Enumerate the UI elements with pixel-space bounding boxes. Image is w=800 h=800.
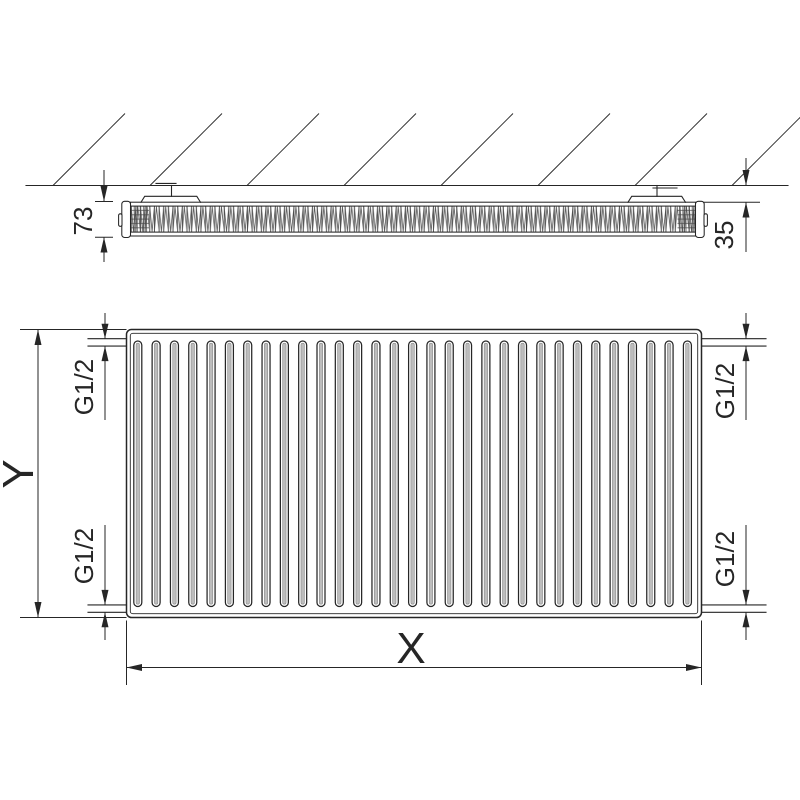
dimension-width-X: X (126, 620, 702, 685)
channel-shading (520, 342, 525, 605)
dimension-connection-bottom-left: G1/2 (69, 525, 109, 640)
stub-top-right (700, 338, 767, 347)
channel-shading (483, 342, 488, 605)
channel-shading (209, 342, 214, 605)
connection-size-label-bottom-left: G1/2 (69, 528, 99, 584)
stub-bottom-left (87, 604, 128, 613)
wall-hatch-line (246, 113, 320, 186)
channel-shading (502, 342, 507, 605)
channel-shading (355, 342, 360, 605)
channel-shading (630, 342, 635, 605)
channel-shading (410, 342, 415, 605)
stub-bottom-right (700, 604, 767, 613)
wall-bracket-left (140, 182, 202, 204)
dim-wall-distance-label: 35 (709, 221, 739, 250)
end-cap-left (121, 200, 132, 239)
wall-hatch-line (537, 113, 611, 186)
channel-shading (300, 342, 305, 605)
channel-shading (135, 342, 140, 605)
dimension-connection-top-right: G1/2 (710, 313, 750, 420)
dimension-connection-bottom-right: G1/2 (710, 525, 750, 640)
dim-depth-label: 73 (68, 207, 98, 236)
channel-shading (154, 342, 159, 605)
radiator-outline-inner (129, 332, 699, 615)
channel-shading (282, 342, 287, 605)
channel-shading (465, 342, 470, 605)
wall-hatch-line (149, 113, 223, 186)
wall-hatching (52, 113, 800, 186)
end-cap-right (694, 200, 705, 239)
connection-boss-right (703, 213, 708, 227)
wall-bracket-right (627, 184, 687, 204)
back-panel (129, 201, 697, 207)
radiator-top-view (118, 182, 708, 239)
channel-shading (337, 342, 342, 605)
connection-size-label-top-left: G1/2 (69, 359, 99, 415)
channel-shading (667, 342, 672, 605)
dimension-height-Y: Y (0, 329, 127, 618)
wall-section (25, 113, 800, 187)
dim-height-label: Y (0, 459, 43, 488)
channel-shading (575, 342, 580, 605)
convector-fin-zone (130, 206, 696, 233)
connection-boss-left (118, 213, 123, 227)
wall-hatch-line (52, 113, 126, 186)
wall-hatch-line (343, 113, 417, 186)
dim-width-label: X (396, 624, 425, 673)
wall-hatch-line (731, 116, 800, 186)
channel-shading (264, 342, 269, 605)
channel-shading (318, 342, 323, 605)
connection-size-label-bottom-right: G1/2 (710, 531, 740, 587)
channel-shading (648, 342, 653, 605)
front-panel (129, 231, 697, 237)
fin-end-section-right (677, 206, 696, 233)
channel-shading (190, 342, 195, 605)
channel-shading (593, 342, 598, 605)
channel-shading (557, 342, 562, 605)
wall-hatch-line (634, 113, 708, 186)
channel-shading (245, 342, 250, 605)
connection-stubs (87, 338, 767, 613)
connection-size-label-top-right: G1/2 (710, 363, 740, 419)
channel-shading (392, 342, 397, 605)
channel-shading (172, 342, 177, 605)
channel-shading (538, 342, 543, 605)
channel-shading (685, 342, 690, 605)
channel-shading (227, 342, 232, 605)
channel-shading (612, 342, 617, 605)
dimension-depth: 73 (68, 170, 113, 262)
dimension-connection-top-left: G1/2 (69, 313, 109, 420)
dimension-wall-distance: 35 (703, 158, 760, 252)
radiator-front-view (87, 328, 767, 619)
channel-shading (428, 342, 433, 605)
stub-top-left (87, 338, 128, 347)
fin-end-section-left (130, 206, 149, 233)
channel-shading (373, 342, 378, 605)
wall-hatch-line (440, 113, 514, 186)
channel-shading (447, 342, 452, 605)
vertical-channels (133, 340, 693, 608)
